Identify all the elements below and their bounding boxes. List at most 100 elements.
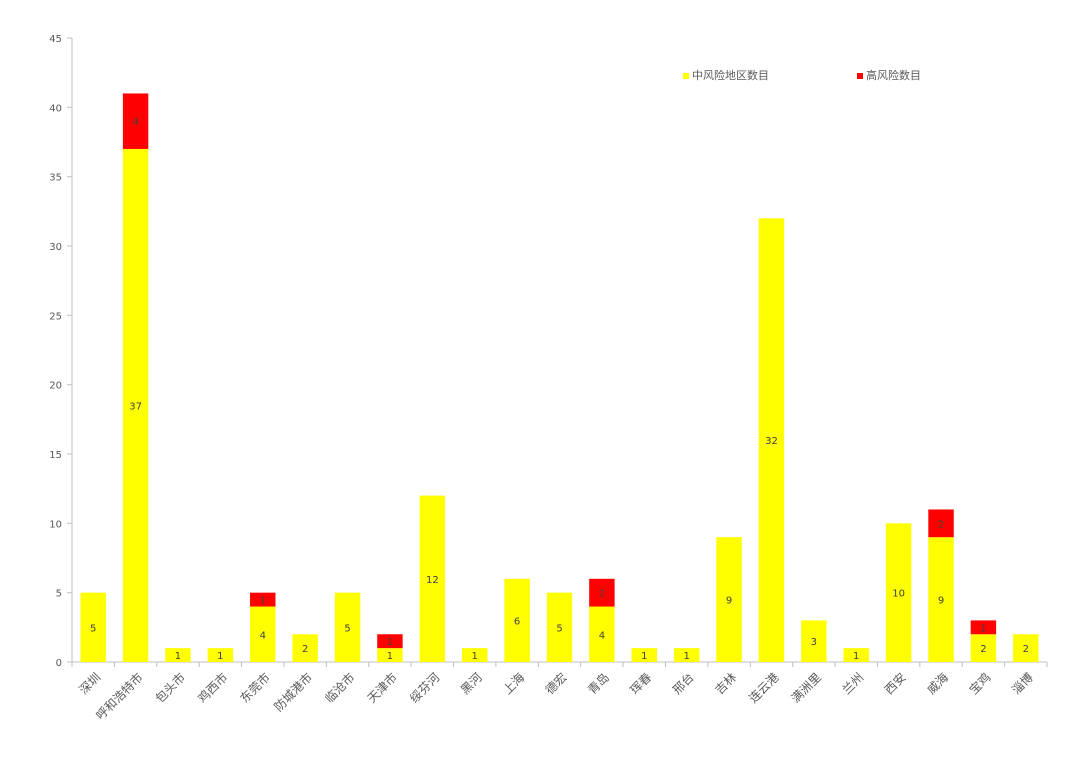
data-label: 2 (980, 644, 986, 655)
x-tick-labels: 深圳呼和浩特市 包头市 鸡西市 东莞市防城港市 临沧市 天津市 绥芬河 黑河 上海 德宏 青岛 珲春邢… (76, 670, 1035, 723)
data-label: 2 (302, 644, 308, 655)
data-label: 4 (132, 117, 138, 128)
bar-segment (885, 523, 912, 662)
data-label: 9 (726, 596, 732, 607)
data-label: 1 (853, 651, 859, 662)
y-tick-label: 40 (49, 103, 62, 114)
bar-segment (716, 537, 742, 662)
bar-segment (334, 592, 361, 662)
bar-segment (419, 495, 446, 662)
data-label: 5 (556, 623, 562, 634)
data-label: 6 (514, 616, 520, 627)
bar-segment (970, 634, 997, 662)
data-label: 32 (765, 436, 778, 447)
bar-segment (80, 592, 106, 662)
data-label: 3 (811, 637, 817, 648)
bar-segment (843, 648, 869, 662)
x-tick-label: 兰州 (839, 670, 866, 697)
bar-segment (250, 606, 276, 662)
bar-segment (631, 648, 657, 662)
bar-segment (122, 148, 149, 662)
bar-segment (1013, 634, 1039, 662)
bar-segment (165, 648, 191, 662)
x-tick-label: 东莞市 (237, 670, 273, 706)
x-tick-label: 天津市 (364, 670, 400, 706)
bar-segment (928, 509, 954, 538)
x-tick-label: 满洲里 (789, 670, 824, 705)
data-label: 5 (344, 623, 350, 634)
bar-segment (377, 648, 403, 662)
bar-segment (377, 634, 403, 649)
x-tick-label: 宝鸡 (966, 670, 994, 698)
x-tick-label: 邢台 (669, 670, 697, 698)
bars (80, 93, 1039, 662)
x-tick-label: 包头市 (152, 670, 188, 706)
y-tick-label: 15 (49, 450, 62, 461)
data-label: 1 (217, 651, 223, 662)
data-label: 4 (599, 630, 605, 641)
legend-swatch (857, 73, 863, 79)
data-label: 10 (892, 589, 905, 600)
y-tick-label: 20 (49, 381, 62, 392)
bar-segment (250, 592, 276, 607)
data-label: 4 (260, 630, 266, 641)
data-label: 1 (387, 637, 393, 648)
data-label: 1 (175, 651, 181, 662)
data-label: 9 (938, 596, 944, 607)
legend-label: 高风险数目 (866, 68, 921, 82)
bar-segment (292, 634, 318, 662)
data-label: 1 (387, 651, 393, 662)
x-tick-label: 连云港 (746, 670, 782, 706)
bar-segment (122, 93, 149, 149)
data-label: 1 (260, 596, 266, 607)
y-tick-label: 5 (56, 589, 62, 600)
data-label: 5 (90, 623, 96, 634)
legend-swatch (683, 73, 689, 79)
y-tick-label: 0 (56, 658, 62, 669)
x-tick-label: 西安 (881, 670, 909, 698)
bar-segment (673, 648, 700, 662)
bar-segment (589, 606, 615, 662)
x-tick-label: 黑河 (458, 670, 485, 697)
data-label: 1 (980, 623, 986, 634)
x-tick-label: 德宏 (542, 670, 570, 698)
legend-label: 中风险地区数目 (692, 68, 769, 82)
bar-segment (801, 620, 827, 662)
x-tick-label: 绥芬河 (407, 670, 442, 705)
bar-segment (928, 537, 954, 662)
data-label: 2 (938, 519, 944, 530)
bar-segment (589, 578, 615, 607)
bar-segment (207, 648, 234, 662)
y-tick-label: 10 (49, 519, 62, 530)
data-label: 12 (426, 575, 439, 586)
data-label: 1 (641, 651, 647, 662)
legend: 中风险地区数目 高风险数目 (683, 68, 921, 82)
x-tick-label: 青岛 (584, 670, 612, 698)
x-tick-label: 临沧市 (322, 670, 358, 706)
y-tick-label: 30 (49, 242, 62, 253)
x-tick-label: 珲春 (628, 670, 655, 697)
x-tick-label: 威海 (924, 670, 952, 698)
data-label: 2 (1023, 644, 1029, 655)
bar-segment (504, 578, 530, 662)
bar-segment (462, 648, 488, 662)
bar-segment (546, 592, 573, 662)
x-tick-label: 深圳 (76, 670, 103, 697)
y-tick-label: 45 (49, 34, 62, 45)
data-label: 37 (129, 401, 142, 412)
x-tick-label: 鸡西市 (194, 670, 230, 706)
data-label: 2 (599, 589, 605, 600)
x-tick-label: 防城港市 (271, 670, 316, 715)
y-tick-label: 25 (49, 311, 62, 322)
data-label: 1 (472, 651, 478, 662)
x-tick-label: 淄博 (1008, 670, 1036, 698)
data-label: 1 (683, 651, 689, 662)
y-tick-label: 35 (49, 173, 62, 184)
x-tick-label: 上海 (500, 670, 528, 698)
x-tick-label: 吉林 (712, 670, 739, 697)
bar-segment (970, 620, 997, 635)
